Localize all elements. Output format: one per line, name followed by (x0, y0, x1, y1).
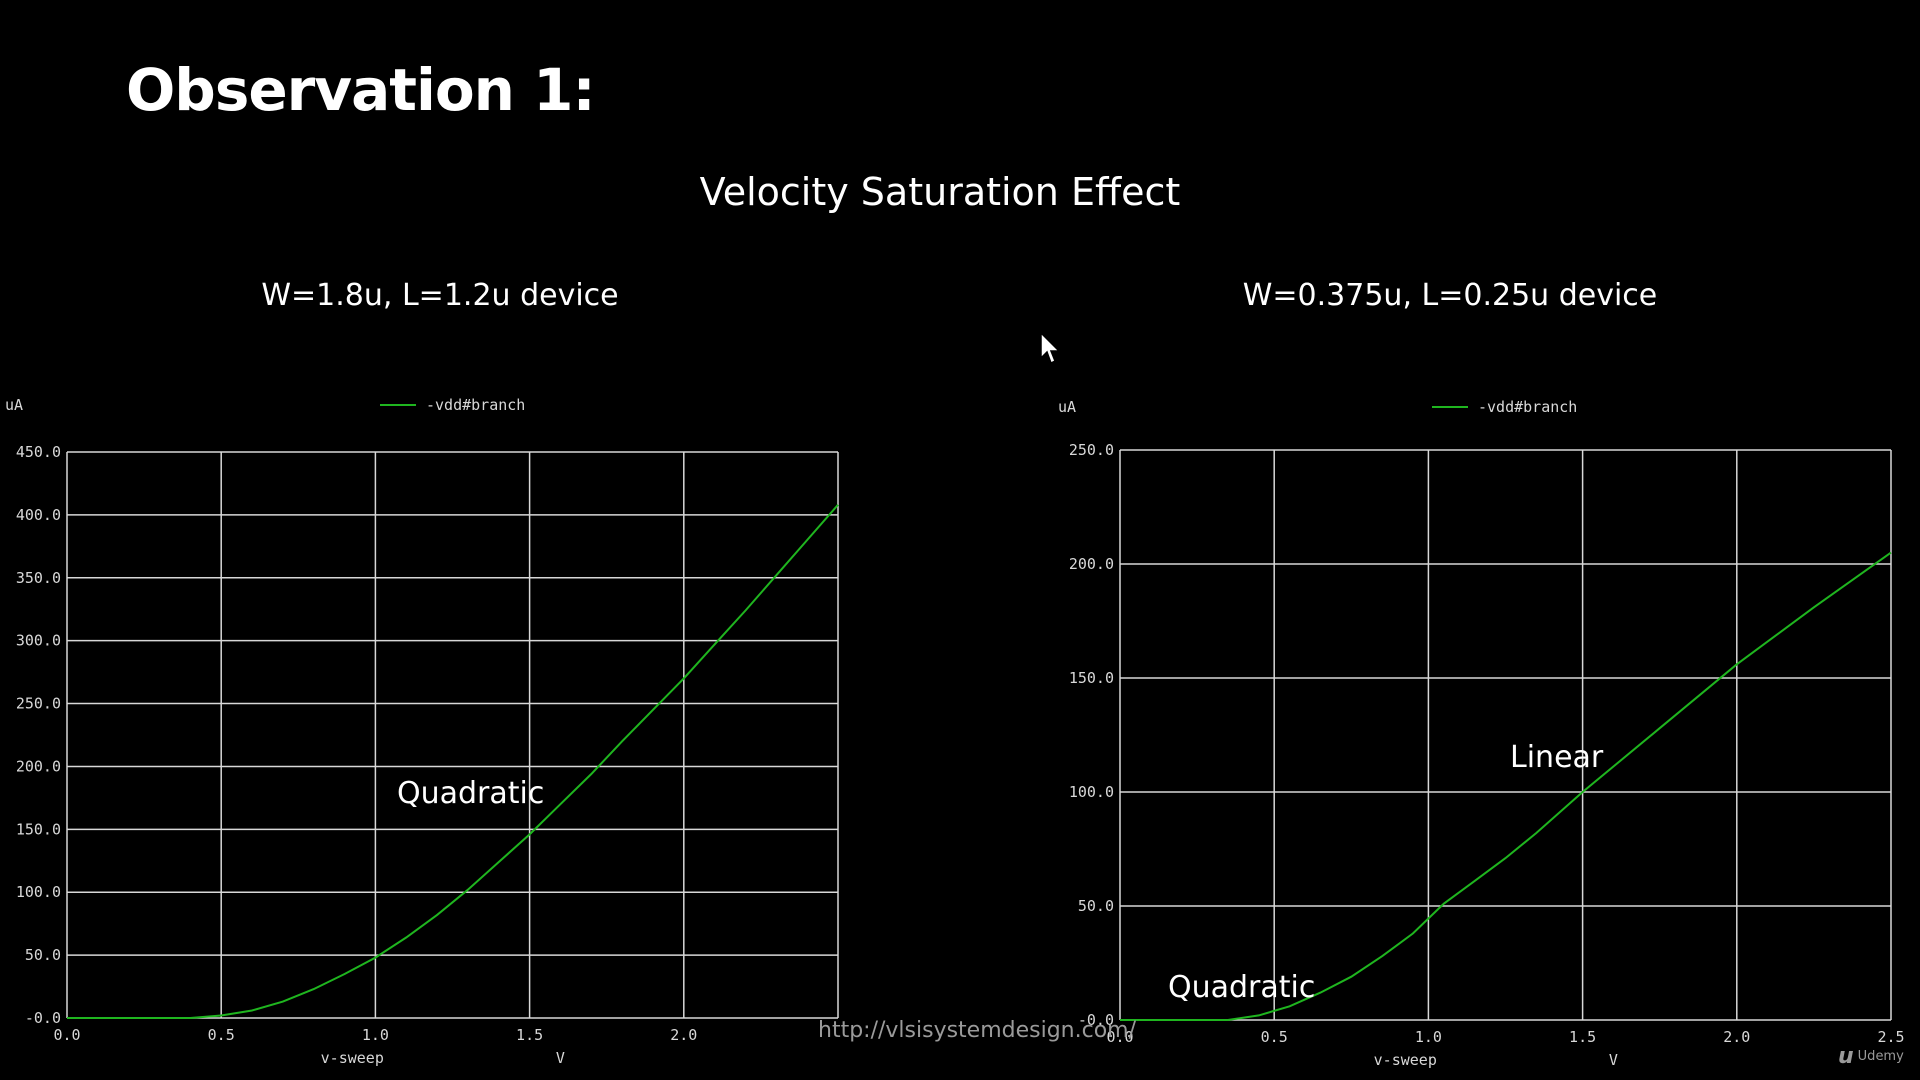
y-tick-label: 200.0 (16, 757, 61, 775)
legend-label: -vdd#branch (1478, 398, 1577, 416)
y-tick-label: 50.0 (1078, 897, 1114, 915)
y-tick-label: 300.0 (16, 632, 61, 650)
legend-label: -vdd#branch (426, 396, 525, 414)
x-tick-label: 1.0 (1415, 1028, 1442, 1046)
x-tick-label: 2.0 (670, 1026, 697, 1044)
y-tick-label: -0.0 (25, 1009, 61, 1027)
x-tick-label: 0.5 (208, 1026, 235, 1044)
y-tick-label: 100.0 (16, 883, 61, 901)
x-tick-label: 1.0 (362, 1026, 389, 1044)
chart-2-annotation-linear: Linear (1510, 740, 1604, 775)
x-tick-label: 1.5 (1569, 1028, 1596, 1046)
watermark-url: http://vlsisystemdesign.com/ (818, 1018, 1137, 1043)
y-axis-label: uA (5, 396, 23, 414)
series-line (67, 504, 839, 1019)
slide-title: Observation 1: (126, 56, 596, 124)
y-tick-label: 450.0 (16, 443, 61, 461)
x-tick-label: 0.0 (1106, 1028, 1133, 1046)
udemy-logo-icon: u (1838, 1044, 1854, 1069)
slide-subtitle: Velocity Saturation Effect (699, 170, 1181, 214)
y-tick-label: 50.0 (25, 946, 61, 964)
chart-1-title: W=1.8u, L=1.2u device (261, 278, 619, 313)
x-axis-unit: V (556, 1049, 565, 1067)
x-tick-label: 0.5 (1261, 1028, 1288, 1046)
brand-name: Udemy (1857, 1049, 1904, 1064)
y-tick-label: 200.0 (1069, 555, 1114, 573)
x-tick-label: 2.5 (1877, 1028, 1904, 1046)
y-tick-label: 100.0 (1069, 783, 1114, 801)
y-tick-label: 400.0 (16, 506, 61, 524)
chart-2-plot: -0.0 50.0 100.0 150.0 200.0 250.0 0.0 0.5 1.0 1.5… (1058, 398, 1905, 1069)
y-tick-label: 250.0 (16, 695, 61, 713)
chart-1-plot: -0.0 50.0 100.0 150.0 200.0 250.0 300.0 350.0 40… (5, 396, 839, 1067)
x-axis-label: v-sweep (321, 1049, 384, 1067)
y-tick-label: -0.0 (1078, 1011, 1114, 1029)
chart-2-title: W=0.375u, L=0.25u device (1242, 278, 1658, 313)
x-tick-label: 2.0 (1723, 1028, 1750, 1046)
x-tick-label: 1.5 (516, 1026, 543, 1044)
x-axis-unit: V (1609, 1051, 1618, 1069)
brand-logo: u Udemy (1838, 1044, 1904, 1069)
series-line (1120, 551, 1892, 1021)
x-tick-label: 0.0 (53, 1026, 80, 1044)
y-tick-label: 350.0 (16, 569, 61, 587)
mouse-pointer-icon (1040, 332, 1061, 365)
y-axis-label: uA (1058, 398, 1076, 416)
chart-1-annotation-quadratic: Quadratic (397, 776, 545, 811)
y-tick-label: 250.0 (1069, 441, 1114, 459)
x-axis-label: v-sweep (1374, 1051, 1437, 1069)
y-tick-label: 150.0 (16, 820, 61, 838)
chart-2-annotation-quadratic: Quadratic (1168, 970, 1316, 1005)
y-tick-label: 150.0 (1069, 669, 1114, 687)
